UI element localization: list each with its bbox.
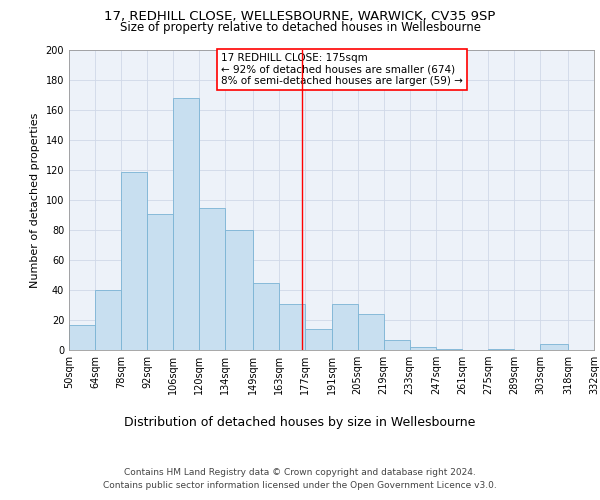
Bar (305, 329, 331, 350)
Bar (69, 324, 95, 350)
Bar (410, 347, 436, 350)
Text: Contains HM Land Registry data © Crown copyright and database right 2024.: Contains HM Land Registry data © Crown c… (124, 468, 476, 477)
Bar (540, 344, 568, 350)
Text: Distribution of detached houses by size in Wellesbourne: Distribution of detached houses by size … (124, 416, 476, 429)
Bar (253, 282, 280, 350)
Bar (488, 348, 514, 350)
Bar (226, 230, 253, 350)
Bar (280, 304, 305, 350)
Text: Contains public sector information licensed under the Open Government Licence v3: Contains public sector information licen… (103, 480, 497, 490)
Bar (147, 214, 173, 350)
Bar (199, 208, 226, 350)
Y-axis label: Number of detached properties: Number of detached properties (30, 112, 40, 288)
Bar (95, 290, 121, 350)
Bar (173, 98, 199, 350)
Bar (383, 340, 410, 350)
Bar (121, 172, 147, 350)
Bar (358, 314, 383, 350)
Text: Size of property relative to detached houses in Wellesbourne: Size of property relative to detached ho… (119, 21, 481, 34)
Text: 17, REDHILL CLOSE, WELLESBOURNE, WARWICK, CV35 9SP: 17, REDHILL CLOSE, WELLESBOURNE, WARWICK… (104, 10, 496, 23)
Bar (436, 348, 462, 350)
Bar (331, 304, 358, 350)
Text: 17 REDHILL CLOSE: 175sqm
← 92% of detached houses are smaller (674)
8% of semi-d: 17 REDHILL CLOSE: 175sqm ← 92% of detach… (221, 53, 463, 86)
